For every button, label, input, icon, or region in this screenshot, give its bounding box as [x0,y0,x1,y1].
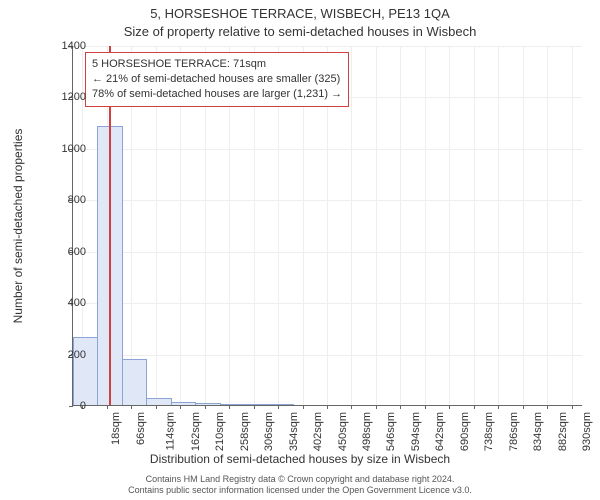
gridline-vertical [523,46,524,405]
xtick-label: 306sqm [263,412,275,451]
ytick-label: 600 [46,246,86,258]
xtick-label: 498sqm [361,412,373,451]
ytick-label: 1400 [46,40,86,52]
footer-line-1: Contains HM Land Registry data © Crown c… [146,474,455,484]
xtick-mark [205,405,206,409]
xtick-label: 930sqm [581,412,593,451]
footer-attribution: Contains HM Land Registry data © Crown c… [0,474,600,497]
xtick-label: 66sqm [135,412,147,445]
xtick-label: 354sqm [288,412,300,451]
xtick-mark [303,405,304,409]
gridline-vertical [449,46,450,405]
xtick-label: 882sqm [557,412,569,451]
xtick-mark [376,405,377,409]
histogram-bar [244,404,269,405]
xtick-label: 642sqm [435,412,447,451]
xtick-label: 834sqm [532,412,544,451]
annotation-line: 5 HORSESHOE TERRACE: 71sqm [92,57,342,72]
histogram-bar [122,359,147,405]
gridline-vertical [425,46,426,405]
gridline-vertical [498,46,499,405]
xtick-mark [425,405,426,409]
xtick-mark [449,405,450,409]
histogram-bar [171,402,196,405]
xtick-mark [156,405,157,409]
xtick-mark [523,405,524,409]
annotation-box: 5 HORSESHOE TERRACE: 71sqm← 21% of semi-… [85,52,349,107]
xtick-label: 450sqm [337,412,349,451]
gridline-vertical [572,46,573,405]
chart-subtitle: Size of property relative to semi-detach… [0,24,600,39]
histogram-bar [73,337,98,405]
xtick-label: 690sqm [459,412,471,451]
y-axis-label: Number of semi-detached properties [11,129,25,324]
xtick-mark [254,405,255,409]
xtick-mark [278,405,279,409]
xtick-mark [498,405,499,409]
ytick-label: 800 [46,194,86,206]
xtick-label: 162sqm [190,412,202,451]
gridline-vertical [474,46,475,405]
xtick-mark [327,405,328,409]
xtick-label: 114sqm [164,412,176,450]
xtick-label: 258sqm [239,412,251,451]
plot-area: 5 HORSESHOE TERRACE: 71sqm← 21% of semi-… [72,46,582,406]
histogram-bar [269,404,294,405]
xtick-label: 738sqm [484,412,496,451]
xtick-mark [400,405,401,409]
xtick-label: 786sqm [508,412,520,451]
annotation-line: 78% of semi-detached houses are larger (… [92,87,342,102]
xtick-label: 210sqm [214,412,226,451]
xtick-mark [131,405,132,409]
xtick-mark [180,405,181,409]
ytick-label: 400 [46,297,86,309]
histogram-bar [146,398,171,405]
ytick-label: 200 [46,349,86,361]
xtick-label: 18sqm [110,412,122,445]
histogram-bar [220,404,245,406]
xtick-mark [547,405,548,409]
gridline-vertical [400,46,401,405]
xtick-mark [572,405,573,409]
annotation-line: ← 21% of semi-detached houses are smalle… [92,72,342,87]
ytick-label: 0 [46,400,86,412]
xtick-label: 402sqm [312,412,324,451]
gridline-vertical [376,46,377,405]
xtick-mark [474,405,475,409]
xtick-mark [107,405,108,409]
xtick-mark [351,405,352,409]
chart-title: 5, HORSESHOE TERRACE, WISBECH, PE13 1QA [0,6,600,21]
chart-container: 5, HORSESHOE TERRACE, WISBECH, PE13 1QA … [0,0,600,500]
ytick-label: 1000 [46,143,86,155]
ytick-label: 1200 [46,91,86,103]
gridline-vertical [351,46,352,405]
histogram-bar [195,403,220,405]
xtick-label: 594sqm [410,412,422,451]
footer-line-2: Contains public sector information licen… [128,485,472,495]
gridline-vertical [547,46,548,405]
xtick-label: 546sqm [386,412,398,451]
xtick-mark [229,405,230,409]
x-axis-label: Distribution of semi-detached houses by … [0,452,600,466]
